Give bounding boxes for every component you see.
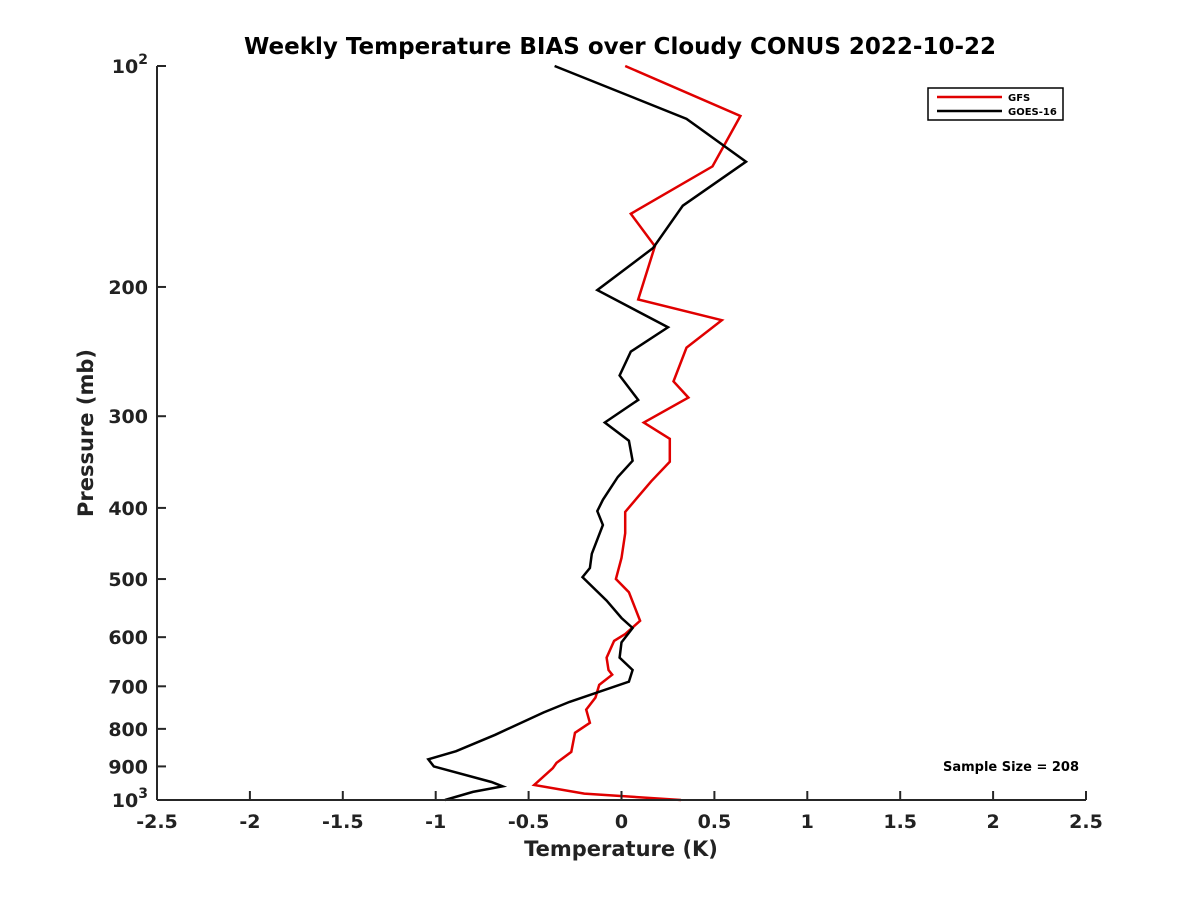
y-tick-label-base: 800 (108, 719, 148, 741)
x-tick-label: -0.5 (508, 811, 550, 833)
x-tick-label: 2 (986, 811, 999, 833)
y-tick-label: 102 (112, 52, 148, 78)
y-tick-label: 600 (108, 627, 148, 649)
y-tick-label-exponent: 3 (138, 786, 148, 802)
y-tick-label-base: 700 (108, 676, 148, 698)
legend-label: GFS (1008, 93, 1030, 104)
y-tick-label-base: 300 (108, 406, 148, 428)
y-tick-label-exponent: 2 (138, 52, 148, 68)
x-tick-label: 0 (615, 811, 628, 833)
y-tick-label: 300 (108, 406, 148, 428)
y-tick-label-base: 10 (112, 790, 138, 812)
y-axis-label: Pressure (mb) (74, 349, 98, 517)
y-tick-label: 500 (108, 569, 148, 591)
x-tick-label: 1 (801, 811, 814, 833)
x-axis-label: Temperature (K) (524, 837, 718, 861)
x-tick-label: -2 (239, 811, 260, 833)
series-layer (426, 64, 749, 802)
y-tick-label: 700 (108, 676, 148, 698)
legend-label: GOES-16 (1008, 107, 1057, 118)
x-tick-label: 0.5 (698, 811, 732, 833)
y-tick-label: 200 (108, 277, 148, 299)
y-tick-label: 103 (112, 786, 148, 812)
legend-box (927, 87, 1064, 121)
y-tick-label: 900 (108, 756, 148, 778)
x-tick-label: -2.5 (136, 811, 178, 833)
sample-size-annotation: Sample Size = 208 (943, 760, 1079, 775)
x-tick-label: -1.5 (322, 811, 364, 833)
y-tick-label: 800 (108, 719, 148, 741)
series-line-gfs (531, 64, 743, 802)
x-tick-label: 1.5 (883, 811, 917, 833)
x-axis-ticks: -2.5 -2 -1.5 -1 -0.5 0 0.5 1 1.5 2 2.5 (136, 791, 1103, 833)
series-line-goes-16 (426, 64, 749, 802)
y-tick-label-base: 500 (108, 569, 148, 591)
x-tick-label: 2.5 (1069, 811, 1103, 833)
legend: GFS GOES-16 (927, 87, 1064, 121)
chart-title: Weekly Temperature BIAS over Cloudy CONU… (244, 34, 996, 60)
y-tick-label-base: 400 (108, 498, 148, 520)
y-tick-label-base: 200 (108, 277, 148, 299)
y-tick-label-base: 900 (108, 756, 148, 778)
y-tick-label-base: 600 (108, 627, 148, 649)
y-tick-label-base: 10 (112, 56, 138, 78)
x-tick-label: -1 (425, 811, 446, 833)
y-tick-label: 400 (108, 498, 148, 520)
